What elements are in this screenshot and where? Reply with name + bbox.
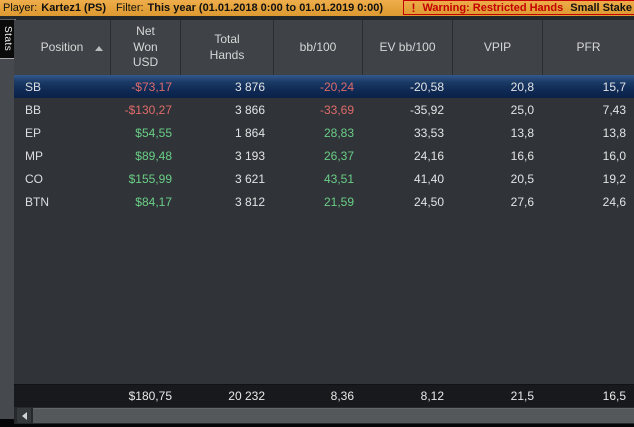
cell-total-hands: 3 193 [234, 148, 265, 163]
cell-ev-bb100: -35,92 [409, 102, 444, 117]
warning-exclamation-icon: ! [411, 0, 416, 15]
topbar-divider [0, 16, 634, 20]
table-empty-area [14, 213, 634, 384]
table-row-btn[interactable]: BTN $84,17 3 812 21,59 24,50 27,6 24,6 [14, 190, 634, 213]
sort-ascending-icon [95, 45, 103, 51]
totals-net-won: $180,75 [128, 389, 172, 403]
table-row-co[interactable]: CO $155,99 3 621 43,51 41,40 20,5 19,2 [14, 167, 634, 190]
cell-total-hands: 1 864 [234, 125, 265, 140]
table-header-row: Position Net Won USD Total Hands bb/100 … [14, 20, 634, 75]
cell-bb100: 26,37 [323, 148, 354, 163]
cell-pfr: 7,43 [602, 102, 626, 117]
cell-ev-bb100: -20,58 [409, 79, 444, 94]
scroll-left-arrow-icon [21, 411, 27, 420]
bottom-left-corner [0, 419, 14, 427]
cell-vpip: 20,8 [510, 79, 534, 94]
cell-total-hands: 3 812 [234, 194, 265, 209]
column-header-position[interactable]: Position [14, 20, 110, 75]
table-row-mp[interactable]: MP $89,48 3 193 26,37 24,16 16,6 16,0 [14, 144, 634, 167]
cell-position: CO [25, 171, 43, 186]
cell-vpip: 27,6 [510, 194, 534, 209]
column-header-net-won-usd[interactable]: Net Won USD [110, 20, 180, 75]
restricted-hands-warning[interactable]: ! Warning: Restricted Hands Small Stake [403, 0, 634, 15]
hscroll-thumb[interactable] [33, 408, 634, 423]
cell-position: MP [25, 148, 43, 163]
column-header-ev-bb100[interactable]: EV bb/100 [362, 20, 452, 75]
totals-total-hands: 20 232 [228, 389, 265, 403]
totals-ev-bb100: 8,12 [420, 389, 444, 403]
table-totals-row: $180,75 20 232 8,36 8,12 21,5 16,5 [14, 384, 634, 407]
totals-position-empty [14, 385, 110, 407]
table-row-sb[interactable]: SB -$73,17 3 876 -20,24 -20,58 20,8 15,7 [14, 75, 634, 98]
table-row-bb[interactable]: BB -$130,27 3 866 -33,69 -35,92 25,0 7,4… [14, 98, 634, 121]
cell-pfr: 19,2 [602, 171, 626, 186]
cell-bb100: 21,59 [323, 194, 354, 209]
cell-pfr: 15,7 [602, 79, 626, 94]
top-status-bar: Player: Kartez1 (PS) Filter: This year (… [0, 0, 634, 16]
cell-ev-bb100: 33,53 [413, 125, 444, 140]
cell-position: BB [25, 102, 42, 117]
table-row-ep[interactable]: EP $54,55 1 864 28,83 33,53 13,8 13,8 [14, 121, 634, 144]
cell-bb100: -33,69 [319, 102, 354, 117]
cell-net-won: $54,55 [135, 125, 172, 140]
cell-net-won: $155,99 [128, 171, 172, 186]
cell-vpip: 16,6 [510, 148, 534, 163]
cell-position: BTN [25, 194, 49, 209]
cell-net-won: $89,48 [135, 148, 172, 163]
filter-label: Filter: [116, 2, 144, 14]
left-side-strip [0, 20, 14, 420]
cell-position: EP [25, 125, 42, 140]
cell-net-won: -$73,17 [131, 79, 172, 94]
column-header-pfr[interactable]: PFR [542, 20, 634, 75]
cell-bb100: -20,24 [319, 79, 354, 94]
player-value: Kartez1 (PS) [41, 2, 107, 14]
column-header-total-hands[interactable]: Total Hands [180, 20, 273, 75]
cell-vpip: 25,0 [510, 102, 534, 117]
cell-net-won: -$130,27 [124, 102, 172, 117]
cell-ev-bb100: 24,16 [413, 148, 444, 163]
cell-total-hands: 3 876 [234, 79, 265, 94]
tab-stats-label: Stats [2, 26, 13, 52]
warning-stake-label: Small Stake [570, 1, 632, 14]
cell-vpip: 20,5 [510, 171, 534, 186]
horizontal-scrollbar[interactable] [14, 407, 634, 424]
cell-ev-bb100: 41,40 [413, 171, 444, 186]
cell-bb100: 28,83 [323, 125, 354, 140]
column-header-bb100[interactable]: bb/100 [273, 20, 362, 75]
totals-pfr: 16,5 [602, 389, 626, 403]
cell-total-hands: 3 866 [234, 102, 265, 117]
player-label: Player: [3, 2, 38, 14]
cell-net-won: $84,17 [135, 194, 172, 209]
cell-pfr: 16,0 [602, 148, 626, 163]
cell-pfr: 24,6 [602, 194, 626, 209]
warning-text: Warning: Restricted Hands [422, 1, 564, 14]
totals-vpip: 21,5 [510, 389, 534, 403]
column-header-vpip[interactable]: VPIP [452, 20, 542, 75]
stats-table: Position Net Won USD Total Hands bb/100 … [14, 20, 634, 407]
hscroll-left-button[interactable] [17, 408, 31, 423]
filter-value: This year (01.01.2018 0:00 to 01.01.2019… [147, 2, 383, 14]
cell-position: SB [25, 79, 42, 94]
cell-total-hands: 3 621 [234, 171, 265, 186]
bottom-border [0, 424, 634, 427]
cell-bb100: 43,51 [323, 171, 354, 186]
totals-bb100: 8,36 [330, 389, 354, 403]
cell-vpip: 13,8 [510, 125, 534, 140]
cell-ev-bb100: 24,50 [413, 194, 444, 209]
cell-pfr: 13,8 [602, 125, 626, 140]
